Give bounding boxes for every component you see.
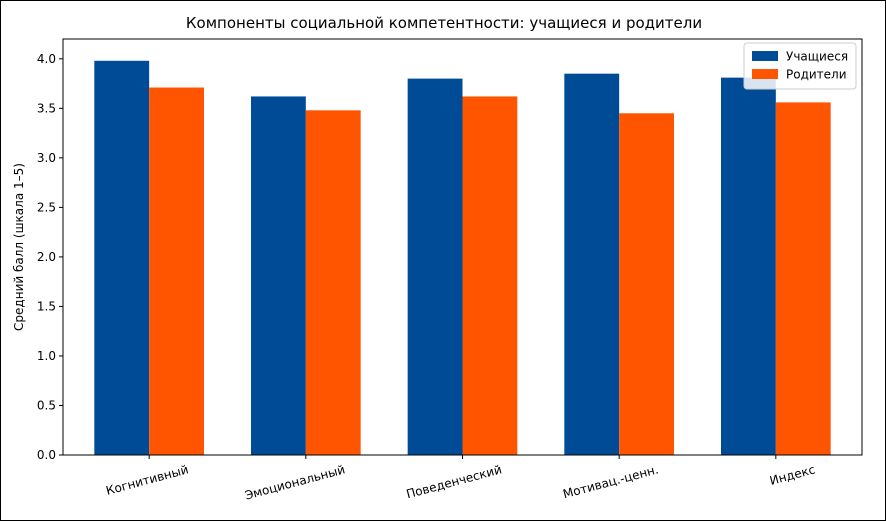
y-tick-label: 2.5 xyxy=(37,200,56,214)
legend-label: Учащиеся xyxy=(786,50,848,64)
bar-parents-3 xyxy=(619,113,674,455)
bar-students-4 xyxy=(721,77,776,455)
legend-label: Родители xyxy=(786,68,847,82)
x-axis-ticks: Когнитивный Эмоциональный Поведенческий Мот… xyxy=(104,455,817,503)
plot-area-frame xyxy=(62,38,863,456)
legend-swatch xyxy=(752,69,778,79)
x-tick-label: Мотивац.-ценн. xyxy=(561,462,660,501)
y-tick-label: 1.5 xyxy=(37,299,56,313)
y-tick-label: 4.0 xyxy=(37,52,56,66)
y-tick-label: 2.0 xyxy=(37,250,56,264)
x-tick-label: Когнитивный xyxy=(104,462,190,497)
x-tick-label: Индекс xyxy=(768,462,816,488)
x-tick-label: Поведенческий xyxy=(405,462,504,501)
y-axis-ticks: 0.0 0.5 1.0 1.5 2.0 2.5 3.0 3.5 4.0 xyxy=(37,52,63,462)
y-tick-label: 3.0 xyxy=(37,151,56,165)
bar-parents-0 xyxy=(149,87,204,455)
bar-students-2 xyxy=(407,78,463,456)
bar-parents-2 xyxy=(462,96,518,455)
bar-parents-1 xyxy=(305,110,361,455)
bar-students-1 xyxy=(251,96,306,455)
bar-parents-4 xyxy=(775,102,831,455)
bars-group xyxy=(94,60,831,456)
x-tick-label: Эмоциональный xyxy=(243,462,346,502)
chart-title: Компоненты социальной компетентности: уч… xyxy=(186,14,702,32)
y-tick-label: 0.5 xyxy=(37,398,56,412)
legend-swatch xyxy=(752,51,778,61)
y-tick-label: 1.0 xyxy=(37,349,56,363)
y-tick-label: 3.5 xyxy=(37,101,56,115)
y-axis-label: Средний балл (шкала 1–5) xyxy=(12,163,26,331)
legend: Учащиеся Родители xyxy=(743,42,857,90)
bar-students-0 xyxy=(94,60,150,455)
bar-students-3 xyxy=(564,73,620,456)
y-tick-label: 0.0 xyxy=(37,448,56,462)
